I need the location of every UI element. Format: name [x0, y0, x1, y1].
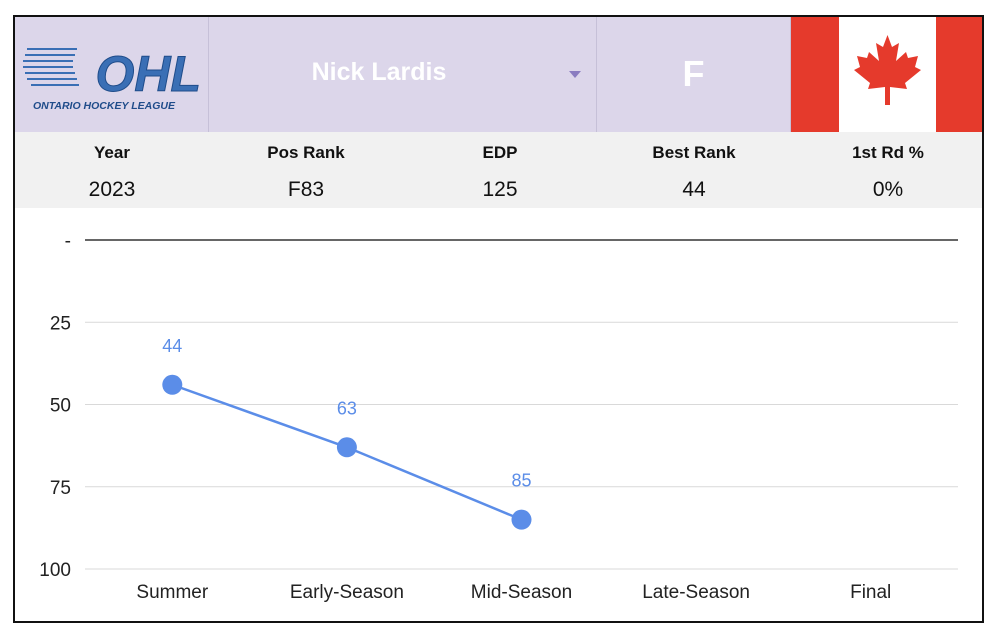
stat-label: EDP — [482, 143, 518, 162]
x-tick-label: Late-Season — [642, 582, 750, 603]
y-tick-label: 25 — [50, 313, 71, 334]
stat-label: Year — [94, 143, 130, 162]
data-label: 44 — [162, 336, 182, 356]
canada-flag-icon — [791, 17, 982, 132]
country-flag — [791, 17, 982, 132]
stat-pos-rank: Pos Rank F83 — [209, 132, 403, 208]
ohl-logo-icon: OHL ONTARIO HOCKEY LEAGUE — [23, 46, 202, 112]
y-tick-label: 50 — [50, 396, 71, 417]
y-tick-label: - — [65, 231, 71, 252]
stat-best-rank: Best Rank 44 — [597, 132, 791, 208]
position-cell: F — [597, 17, 790, 132]
header-divider — [596, 17, 597, 132]
stat-first-round-pct: 1st Rd % 0% — [791, 132, 982, 208]
x-tick-label: Early-Season — [290, 582, 404, 603]
stat-label: 1st Rd % — [852, 143, 924, 162]
y-tick-label: 75 — [50, 478, 71, 499]
player-name: Nick Lardis — [311, 58, 447, 86]
stat-value: 0% — [872, 178, 904, 201]
stat-edp: EDP 125 — [403, 132, 597, 208]
data-point — [511, 509, 532, 530]
league-logo: OHL ONTARIO HOCKEY LEAGUE — [15, 17, 208, 132]
dropdown-arrow-icon[interactable] — [569, 71, 581, 78]
x-tick-label: Final — [850, 582, 891, 603]
data-point — [162, 374, 183, 395]
player-header: OHL ONTARIO HOCKEY LEAGUE Nick Lardis F — [15, 17, 982, 132]
x-tick-label: Mid-Season — [471, 582, 572, 603]
stat-label: Best Rank — [652, 143, 736, 162]
stat-value: F83 — [287, 178, 325, 201]
x-tick-label: Summer — [136, 582, 208, 603]
header-divider — [790, 17, 791, 132]
league-name: ONTARIO HOCKEY LEAGUE — [33, 100, 176, 112]
player-card: OHL ONTARIO HOCKEY LEAGUE Nick Lardis F … — [13, 15, 984, 623]
rank-chart: - 25 50 75 100 Summer Early-Season Mid-Season La… — [39, 231, 958, 603]
header-divider — [208, 17, 209, 132]
position-letter: F — [682, 53, 705, 94]
data-label: 85 — [511, 471, 531, 491]
stats-row: Year 2023 Pos Rank F83 EDP 125 Best Rank… — [15, 132, 982, 208]
stat-label: Pos Rank — [267, 143, 345, 162]
stat-value: 125 — [482, 178, 518, 201]
logo-mark: OHL — [95, 46, 201, 102]
player-select[interactable]: Nick Lardis — [209, 17, 596, 132]
y-tick-label: 100 — [39, 560, 71, 581]
stat-value: 2023 — [88, 178, 136, 201]
data-label: 63 — [337, 398, 357, 418]
data-point — [336, 437, 357, 458]
stat-value: 44 — [682, 178, 706, 201]
stat-year: Year 2023 — [15, 132, 209, 208]
